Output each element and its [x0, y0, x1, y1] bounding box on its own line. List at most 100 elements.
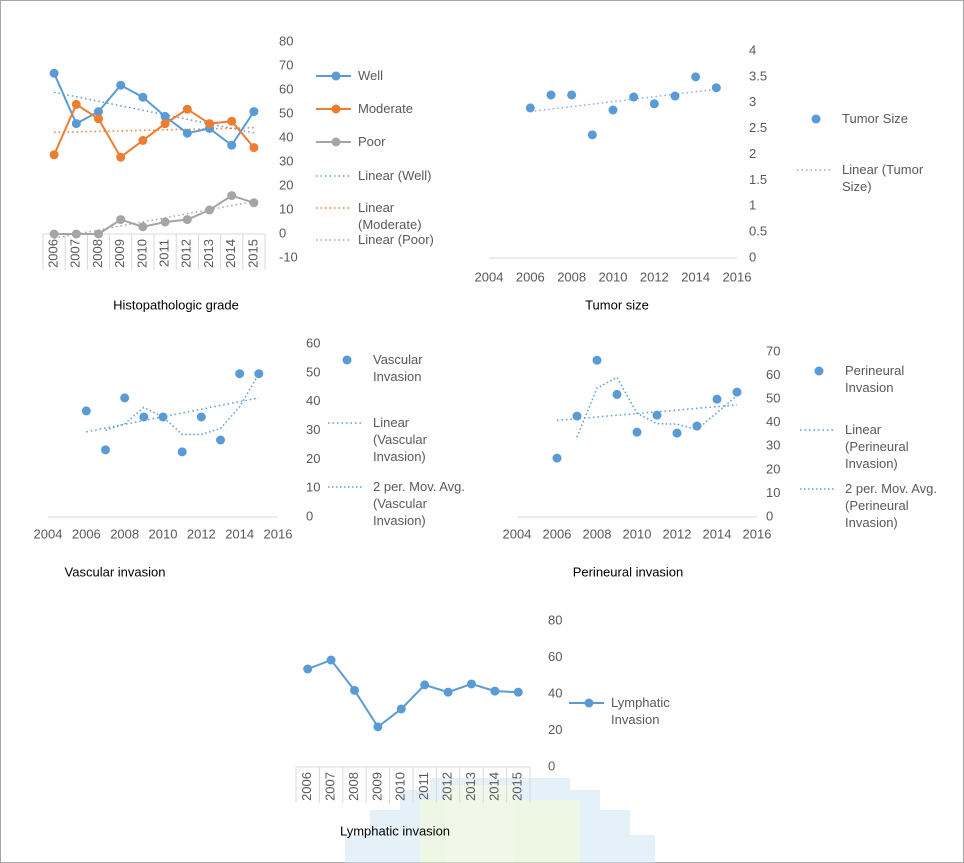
legend-label: 2 per. Mov. Avg. (Perineural Invasion)	[845, 480, 937, 531]
chart-title: Perineural invasion	[573, 564, 684, 579]
legend-label: Linear (Moderate)	[358, 199, 453, 233]
chart-title: Histopathologic grade	[113, 297, 239, 312]
x-tick-label: 2016	[743, 526, 772, 541]
y-tick-label: 50	[279, 105, 293, 120]
legend-label: Vascular Invasion	[373, 351, 465, 385]
data-point	[94, 114, 103, 123]
data-point	[138, 93, 147, 102]
legend-text-box: Perineural Invasion	[845, 362, 937, 422]
legend-label: Tumor Size	[842, 110, 937, 127]
data-point	[139, 412, 148, 421]
data-point	[227, 141, 236, 150]
chart-title: Lymphatic invasion	[340, 823, 450, 838]
y-tick-label: 2.5	[749, 120, 767, 135]
data-point	[553, 454, 562, 463]
chart-title: Tumor size	[585, 297, 649, 312]
x-tick-label: 2004	[503, 526, 532, 541]
legend-text-box: Linear (Perineural Invasion)	[845, 421, 937, 481]
data-point	[101, 445, 110, 454]
data-point	[249, 143, 258, 152]
data-point	[303, 664, 312, 673]
y-tick-label: 10	[306, 480, 320, 495]
x-tick-label: 2013	[463, 772, 478, 801]
y-tick-label: 0.5	[749, 224, 767, 239]
x-tick-label: 2010	[134, 239, 149, 268]
data-point	[249, 198, 258, 207]
data-point	[609, 105, 618, 114]
y-tick-label: 30	[766, 438, 780, 453]
x-tick-label: 2012	[640, 269, 669, 284]
data-point	[588, 130, 597, 139]
x-tick-label: 2004	[475, 269, 504, 284]
y-tick-label: 10	[279, 201, 293, 216]
data-point	[116, 81, 125, 90]
legend-text-box: 2 per. Mov. Avg. (Perineural Invasion)	[845, 480, 937, 540]
y-tick-label: -10	[279, 249, 298, 264]
y-tick-label: 20	[766, 461, 780, 476]
data-point	[50, 69, 59, 78]
y-tick-label: 60	[306, 335, 320, 350]
y-tick-label: 20	[548, 722, 562, 737]
y-tick-label: 40	[766, 414, 780, 429]
data-point	[420, 680, 429, 689]
y-tick-label: 0	[766, 508, 773, 523]
y-tick-label: 80	[548, 612, 562, 627]
x-tick-label: 2016	[264, 526, 293, 541]
y-tick-label: 40	[548, 685, 562, 700]
x-tick-label: 2013	[201, 239, 216, 268]
x-tick-label: 2014	[703, 526, 732, 541]
legend-label: 2 per. Mov. Avg. (Vascular Invasion)	[373, 478, 465, 529]
y-tick-label: 3	[749, 94, 756, 109]
y-tick-label: 0	[749, 249, 756, 264]
data-point	[82, 406, 91, 415]
legend-label: Linear (Well)	[358, 167, 453, 184]
data-point	[120, 393, 129, 402]
x-tick-label: 2012	[440, 772, 455, 801]
data-point	[235, 369, 244, 378]
x-tick-label: 2004	[34, 526, 63, 541]
legend-symbol	[812, 115, 821, 124]
x-tick-label: 2009	[369, 772, 384, 801]
x-tick-label: 2006	[46, 239, 61, 268]
data-point	[593, 356, 602, 365]
legend-symbol	[332, 72, 341, 81]
legend-symbol	[332, 105, 341, 114]
x-tick-label: 2008	[583, 526, 612, 541]
data-point	[159, 412, 168, 421]
data-point	[197, 412, 206, 421]
data-point	[161, 218, 170, 227]
x-tick-label: 2010	[393, 772, 408, 801]
x-tick-label: 2011	[416, 772, 431, 800]
data-point	[72, 119, 81, 128]
data-point	[178, 447, 187, 456]
x-tick-label: 2016	[723, 269, 752, 284]
x-tick-label: 2011	[157, 239, 172, 267]
y-tick-label: 0	[279, 225, 286, 240]
y-tick-label: 60	[279, 81, 293, 96]
x-tick-label: 2012	[663, 526, 692, 541]
data-point	[693, 422, 702, 431]
x-tick-label: 2012	[187, 526, 216, 541]
data-point	[629, 93, 638, 102]
data-point	[183, 215, 192, 224]
x-tick-label: 2008	[346, 772, 361, 801]
legend-text-box: Linear (Poor)	[358, 231, 453, 291]
y-tick-label: 60	[766, 367, 780, 382]
legend-text-box: 2 per. Mov. Avg. (Vascular Invasion)	[373, 478, 465, 538]
x-tick-label: 2010	[623, 526, 652, 541]
data-point	[161, 119, 170, 128]
data-point	[254, 369, 263, 378]
x-tick-label: 2007	[68, 239, 83, 268]
data-point	[573, 412, 582, 421]
data-point	[205, 206, 214, 215]
data-point	[633, 428, 642, 437]
legend-label: Linear (Tumor Size)	[842, 161, 937, 195]
y-tick-label: 50	[306, 364, 320, 379]
data-point	[183, 129, 192, 138]
x-tick-label: 2006	[543, 526, 572, 541]
figure: Histopathologic grade-100102030405060708…	[0, 0, 964, 863]
legend-label: Linear (Perineural Invasion)	[845, 421, 937, 472]
x-tick-label: 2008	[557, 269, 586, 284]
data-point	[713, 395, 722, 404]
y-tick-label: 70	[766, 343, 780, 358]
